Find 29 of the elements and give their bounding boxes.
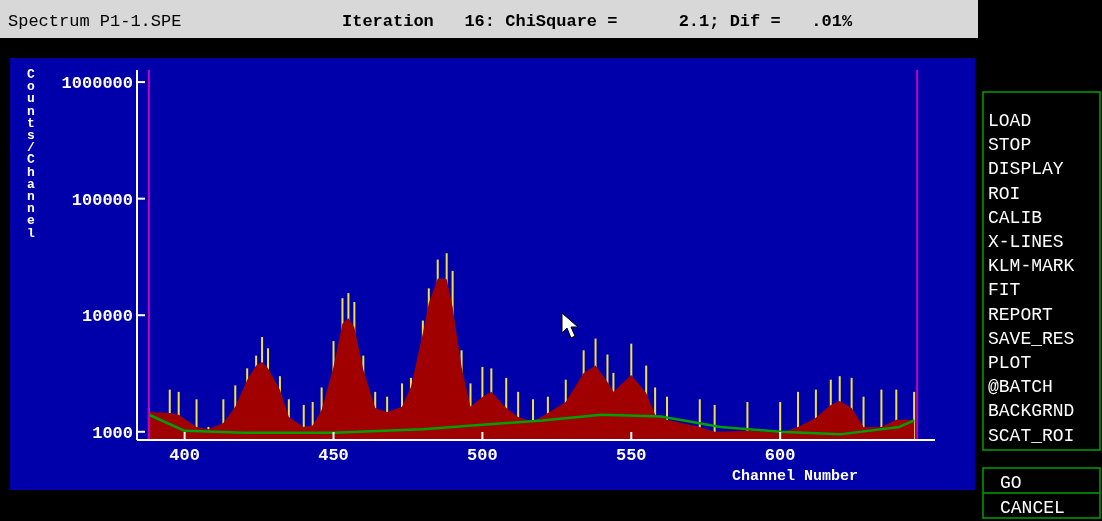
chart-title: Spectrum P1-1.SPE (8, 12, 182, 31)
text: Counts/Channel (27, 67, 35, 241)
text: STOP (988, 135, 1032, 156)
text: CALIB (988, 207, 1043, 228)
y-tick-label: 100000 (71, 190, 133, 210)
chart-subtitle: Iteration 16: ChiSquare = 2.1; Dif = .01% (342, 12, 853, 31)
text: PLOT (988, 353, 1032, 373)
text: X-LINES (988, 232, 1064, 252)
text: BACKGRND (988, 401, 1075, 422)
text: REPORT (988, 304, 1054, 325)
text: CANCEL (1000, 498, 1065, 518)
text: KLM-MARK (988, 256, 1075, 277)
text: @BATCH (988, 377, 1053, 398)
text: FIT (988, 280, 1021, 301)
x-tick-label: 600 (764, 446, 796, 465)
text: DISPLAY (988, 159, 1064, 180)
x-tick-label: 550 (615, 446, 647, 465)
text: ROI (988, 183, 1021, 204)
text: SCAT_ROI (988, 425, 1075, 446)
x-axis-title: Channel Number (731, 468, 859, 485)
y-tick-label: 1000 (92, 423, 133, 443)
text: SAVE_RES (988, 328, 1075, 349)
text: LOAD (988, 111, 1032, 131)
x-tick-label: 400 (169, 446, 200, 465)
y-tick-label: 10000 (81, 307, 133, 327)
y-tick-label: 1000000 (61, 74, 133, 94)
text: GO (1000, 473, 1022, 493)
x-tick-label: 500 (467, 446, 498, 465)
x-tick-label: 450 (318, 446, 349, 465)
